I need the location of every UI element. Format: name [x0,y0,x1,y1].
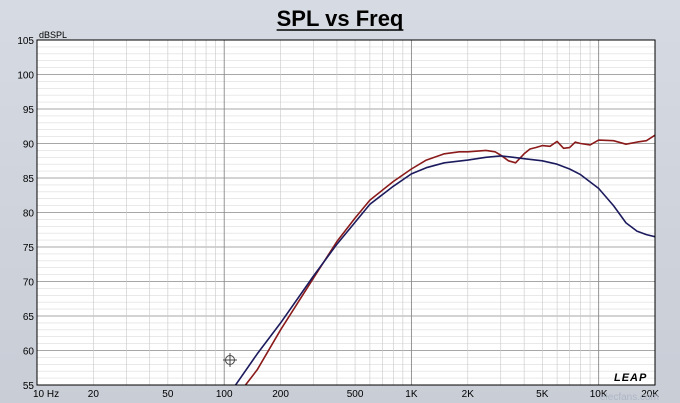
watermark: elecfans.com [600,392,659,403]
x-tick-label: 50 [162,389,174,400]
series-line-2 [234,155,655,385]
y-tick-label: 70 [23,278,35,289]
x-tick-label: 20K [641,389,659,400]
y-tick-label: 105 [17,36,34,47]
plot-border [36,39,656,386]
x-tick-label: 100 [216,389,233,400]
x-tick-label: 10 Hz [33,389,59,400]
y-axis-tick-labels: 55 60 65 70 75 80 85 90 95 100 105 [17,36,34,392]
series-line-1 [244,134,655,385]
x-axis-tick-labels: 10 Hz 20 50 100 200 500 1K 2K 5K 10K 20K [33,389,659,400]
y-axis-unit-label: dBSPL [39,30,67,40]
y-tick-label: 90 [23,140,35,151]
y-tick-label: 100 [17,71,34,82]
crosshair-cursor-icon[interactable] [223,353,237,367]
x-tick-label: 200 [272,389,289,400]
y-tick-label: 55 [23,381,35,392]
x-tick-label: 1K [405,389,418,400]
y-tick-label: 65 [23,312,35,323]
x-tick-label: 2K [462,389,475,400]
leap-logo: LEAP [614,372,647,384]
x-tick-label: 5K [536,389,549,400]
y-tick-label: 75 [23,243,35,254]
y-tick-label: 80 [23,209,35,220]
grid-lines [37,40,655,385]
chart-title: SPL vs Freq [277,6,404,31]
series-layer [234,134,655,385]
x-tick-label: 10K [590,389,608,400]
y-tick-label: 85 [23,174,35,185]
y-tick-label: 95 [23,105,35,116]
x-tick-label: 500 [347,389,364,400]
y-tick-label: 60 [23,347,35,358]
x-tick-label: 20 [88,389,100,400]
